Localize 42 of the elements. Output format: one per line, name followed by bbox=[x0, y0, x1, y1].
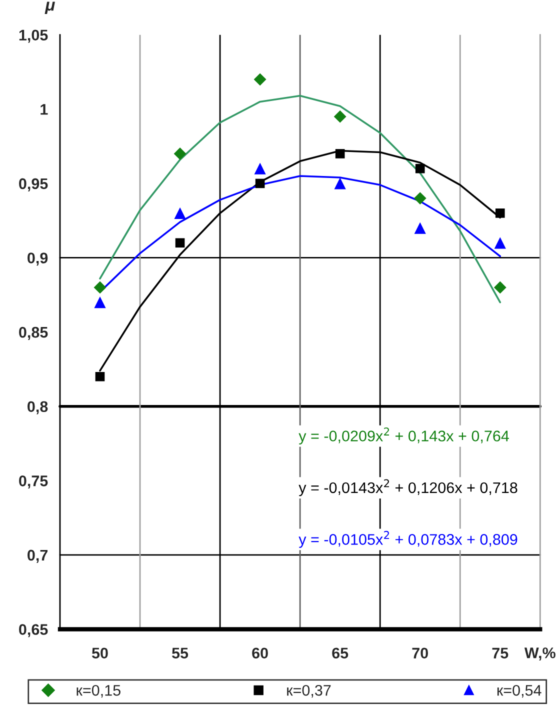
point bbox=[414, 192, 426, 205]
point bbox=[494, 237, 506, 249]
y-tick-label: 0,95 bbox=[19, 178, 48, 192]
x-tick-label: 70 bbox=[412, 648, 428, 659]
point bbox=[415, 164, 425, 174]
y-tick-label: 0,8 bbox=[28, 401, 48, 414]
line-series bbox=[99, 94, 502, 304]
point bbox=[95, 372, 105, 382]
annotation: y = -0,0143x$^{2}$ + 0,1206x + 0,718 bbox=[298, 479, 518, 496]
legend-label: к=0,54 bbox=[497, 684, 542, 698]
point bbox=[255, 178, 265, 188]
point bbox=[494, 281, 506, 294]
legend-label: к=0,15 bbox=[76, 684, 120, 698]
point bbox=[495, 208, 505, 218]
y-axis-title: μ bbox=[44, 2, 55, 14]
legend-label: к=0,37 bbox=[287, 684, 331, 698]
x-axis-title: W,% bbox=[524, 648, 556, 661]
y-tick-label: 0,9 bbox=[28, 252, 48, 266]
x-tick-label: 65 bbox=[332, 648, 348, 659]
point bbox=[414, 222, 426, 234]
x-tick-label: 75 bbox=[492, 648, 508, 659]
annotation: y = -0,0209x$^{2}$ + 0,143x + 0,764 bbox=[298, 428, 509, 444]
y-tick-label: 0,7 bbox=[28, 550, 48, 563]
point bbox=[254, 73, 266, 86]
y-tick-label: 0,85 bbox=[19, 326, 48, 340]
y-tick-label: 1,05 bbox=[19, 30, 48, 43]
y-tick-label: 1 bbox=[40, 104, 48, 115]
point bbox=[175, 238, 185, 248]
point bbox=[94, 281, 106, 294]
point bbox=[334, 110, 346, 123]
point bbox=[335, 149, 345, 158]
annotation: y = -0,0105x$^{2}$ + 0,0783x + 0,809 bbox=[298, 530, 518, 548]
point bbox=[174, 148, 186, 160]
point bbox=[94, 296, 106, 308]
y-tick-label: 0,75 bbox=[19, 476, 48, 489]
x-tick-label: 60 bbox=[252, 648, 268, 659]
x-tick-label: 50 bbox=[92, 648, 108, 659]
point bbox=[254, 162, 266, 174]
y-tick-label: 0,65 bbox=[19, 624, 48, 638]
point bbox=[174, 207, 186, 219]
x-tick-label: 55 bbox=[172, 648, 188, 659]
point bbox=[334, 178, 346, 190]
